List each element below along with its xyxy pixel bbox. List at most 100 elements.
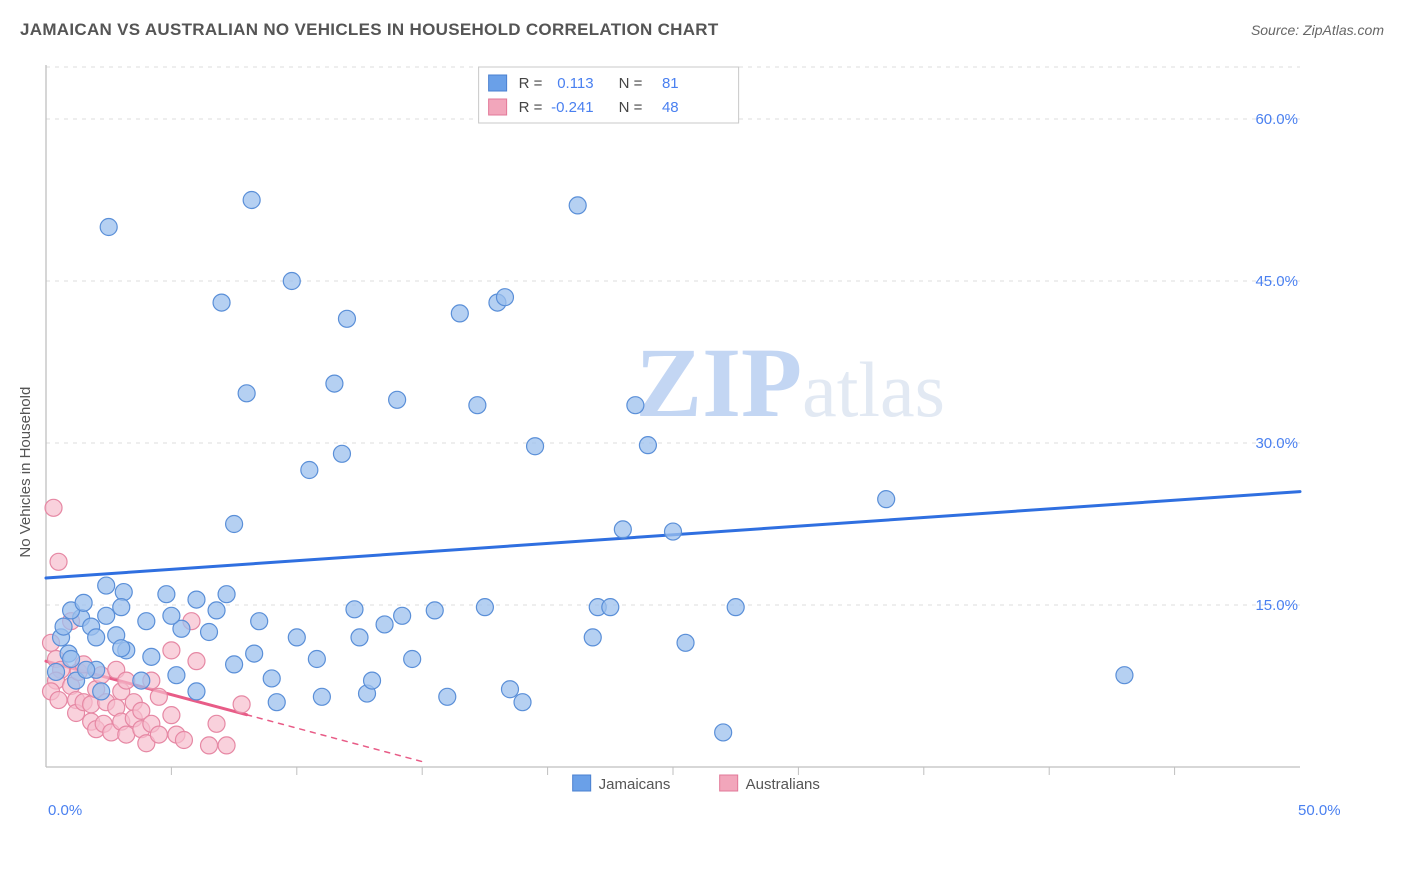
scatter-point-jamaicans <box>715 724 732 741</box>
ytick-label: 60.0% <box>1255 111 1298 128</box>
source-text: Source: ZipAtlas.com <box>1251 22 1384 38</box>
scatter-point-jamaicans <box>451 305 468 322</box>
chart: ZIPatlas15.0%30.0%45.0%60.0%0.0%50.0%No … <box>20 55 1340 875</box>
scatter-point-jamaicans <box>301 462 318 479</box>
series-legend-swatch <box>573 775 591 791</box>
scatter-point-jamaicans <box>602 599 619 616</box>
scatter-point-jamaicans <box>527 438 544 455</box>
chart-title: JAMAICAN VS AUSTRALIAN NO VEHICLES IN HO… <box>20 20 719 40</box>
scatter-point-jamaicans <box>514 694 531 711</box>
scatter-point-jamaicans <box>333 445 350 462</box>
scatter-point-jamaicans <box>313 688 330 705</box>
scatter-point-australians <box>50 692 67 709</box>
scatter-point-jamaicans <box>201 624 218 641</box>
scatter-point-jamaicans <box>63 651 80 668</box>
scatter-point-jamaicans <box>404 651 421 668</box>
scatter-point-jamaicans <box>188 683 205 700</box>
trend-line-australians-dashed <box>247 715 423 762</box>
stats-legend-n-value: 48 <box>662 99 679 116</box>
stats-legend-r-value: -0.241 <box>551 99 594 116</box>
scatter-point-jamaicans <box>138 613 155 630</box>
scatter-point-jamaicans <box>48 663 65 680</box>
series-legend-swatch <box>720 775 738 791</box>
scatter-point-jamaicans <box>98 577 115 594</box>
scatter-point-jamaicans <box>389 391 406 408</box>
scatter-point-jamaicans <box>376 616 393 633</box>
scatter-point-jamaicans <box>100 219 117 236</box>
scatter-point-australians <box>218 737 235 754</box>
stats-legend-swatch <box>489 99 507 115</box>
scatter-point-jamaicans <box>665 523 682 540</box>
scatter-point-jamaicans <box>238 385 255 402</box>
scatter-point-jamaicans <box>226 516 243 533</box>
scatter-point-jamaicans <box>878 491 895 508</box>
scatter-point-australians <box>118 726 135 743</box>
scatter-point-australians <box>163 642 180 659</box>
stats-legend-n-label: N = <box>619 99 643 116</box>
scatter-point-jamaicans <box>364 672 381 689</box>
scatter-point-jamaicans <box>251 613 268 630</box>
scatter-point-jamaicans <box>98 607 115 624</box>
scatter-point-jamaicans <box>158 586 175 603</box>
scatter-point-jamaicans <box>338 310 355 327</box>
scatter-point-jamaicans <box>346 601 363 618</box>
scatter-point-australians <box>188 653 205 670</box>
scatter-point-jamaicans <box>614 521 631 538</box>
scatter-point-jamaicans <box>113 640 130 657</box>
scatter-point-jamaicans <box>143 648 160 665</box>
scatter-point-jamaicans <box>439 688 456 705</box>
scatter-point-australians <box>201 737 218 754</box>
scatter-point-australians <box>150 688 167 705</box>
series-legend-label: Jamaicans <box>599 776 671 793</box>
scatter-point-jamaicans <box>584 629 601 646</box>
scatter-point-jamaicans <box>113 599 130 616</box>
ytick-label: 45.0% <box>1255 273 1298 290</box>
scatter-point-australians <box>208 715 225 732</box>
scatter-point-jamaicans <box>243 192 260 209</box>
scatter-point-jamaicans <box>288 629 305 646</box>
scatter-point-jamaicans <box>351 629 368 646</box>
scatter-point-australians <box>233 696 250 713</box>
scatter-point-jamaicans <box>246 645 263 662</box>
scatter-point-jamaicans <box>213 294 230 311</box>
scatter-point-jamaicans <box>1116 667 1133 684</box>
watermark: ZIPatlas <box>635 327 945 438</box>
scatter-point-jamaicans <box>168 667 185 684</box>
scatter-point-jamaicans <box>426 602 443 619</box>
scatter-point-jamaicans <box>208 602 225 619</box>
scatter-point-jamaicans <box>326 375 343 392</box>
scatter-point-australians <box>175 732 192 749</box>
scatter-point-jamaicans <box>55 618 72 635</box>
scatter-point-jamaicans <box>268 694 285 711</box>
stats-legend-swatch <box>489 75 507 91</box>
xtick-label-left: 0.0% <box>48 802 82 819</box>
scatter-point-jamaicans <box>188 591 205 608</box>
y-axis-label: No Vehicles in Household <box>20 387 34 558</box>
scatter-point-australians <box>45 499 62 516</box>
scatter-point-jamaicans <box>727 599 744 616</box>
scatter-point-jamaicans <box>218 586 235 603</box>
scatter-point-jamaicans <box>88 629 105 646</box>
scatter-point-jamaicans <box>469 397 486 414</box>
scatter-point-jamaicans <box>308 651 325 668</box>
stats-legend-r-label: R = <box>519 75 543 92</box>
stats-legend-n-label: N = <box>619 75 643 92</box>
scatter-point-jamaicans <box>569 197 586 214</box>
stats-legend-r-value: 0.113 <box>557 75 593 92</box>
scatter-point-jamaicans <box>115 584 132 601</box>
scatter-point-jamaicans <box>93 683 110 700</box>
scatter-point-jamaicans <box>394 607 411 624</box>
scatter-point-australians <box>150 726 167 743</box>
scatter-point-jamaicans <box>226 656 243 673</box>
scatter-point-jamaicans <box>476 599 493 616</box>
stats-legend-r-label: R = <box>519 99 543 116</box>
scatter-point-jamaicans <box>133 672 150 689</box>
scatter-point-jamaicans <box>627 397 644 414</box>
scatter-point-australians <box>50 553 67 570</box>
series-legend-label: Australians <box>746 776 820 793</box>
scatter-point-jamaicans <box>501 681 518 698</box>
stats-legend-n-value: 81 <box>662 75 679 92</box>
scatter-point-australians <box>163 707 180 724</box>
ytick-label: 15.0% <box>1255 597 1298 614</box>
ytick-label: 30.0% <box>1255 435 1298 452</box>
